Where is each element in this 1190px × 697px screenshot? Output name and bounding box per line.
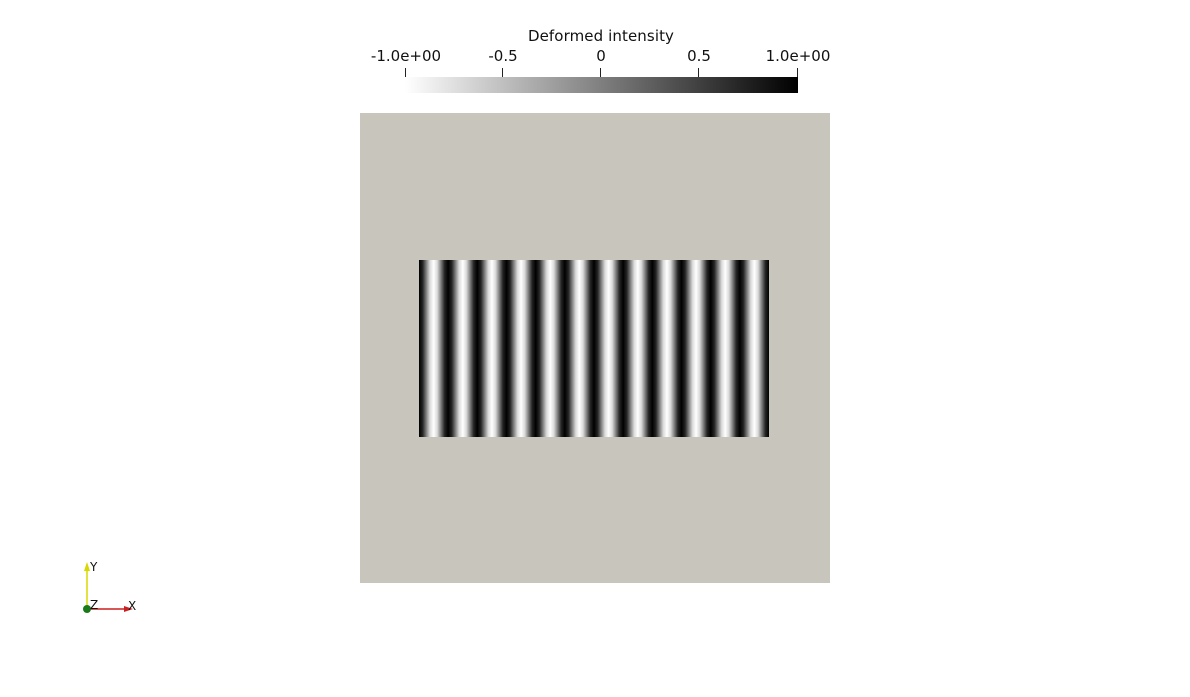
legend-tick-mark xyxy=(502,68,503,81)
legend-tick-mark xyxy=(405,68,406,81)
z-axis-marker xyxy=(83,605,91,613)
intensity-stripe-field xyxy=(419,260,769,437)
legend-tick-mark xyxy=(698,68,699,81)
legend-tick-label-min: -1.0e+00 xyxy=(370,47,442,65)
legend-tick-label: 0.5 xyxy=(687,47,711,65)
legend-tick-label-max: 1.0e+00 xyxy=(765,47,831,65)
legend-tick-mark xyxy=(600,68,601,81)
legend-tick-label: 0 xyxy=(596,47,606,65)
orientation-axes xyxy=(83,562,133,613)
legend-tick-mark xyxy=(797,68,798,81)
legend-gradient-bar xyxy=(405,77,798,93)
legend-tick-label: -0.5 xyxy=(488,47,518,65)
x-axis-arrowhead xyxy=(124,606,133,612)
color-legend: Deformed intensity -1.0e+00 -0.5 0 0.5 1… xyxy=(360,24,840,96)
z-axis-label: Z xyxy=(90,598,99,612)
y-axis-arrowhead xyxy=(84,562,90,571)
legend-title: Deformed intensity xyxy=(527,27,675,45)
y-axis-label: Y xyxy=(90,560,98,574)
stripe-field-rect xyxy=(419,260,769,437)
x-axis-label: X xyxy=(128,599,137,613)
